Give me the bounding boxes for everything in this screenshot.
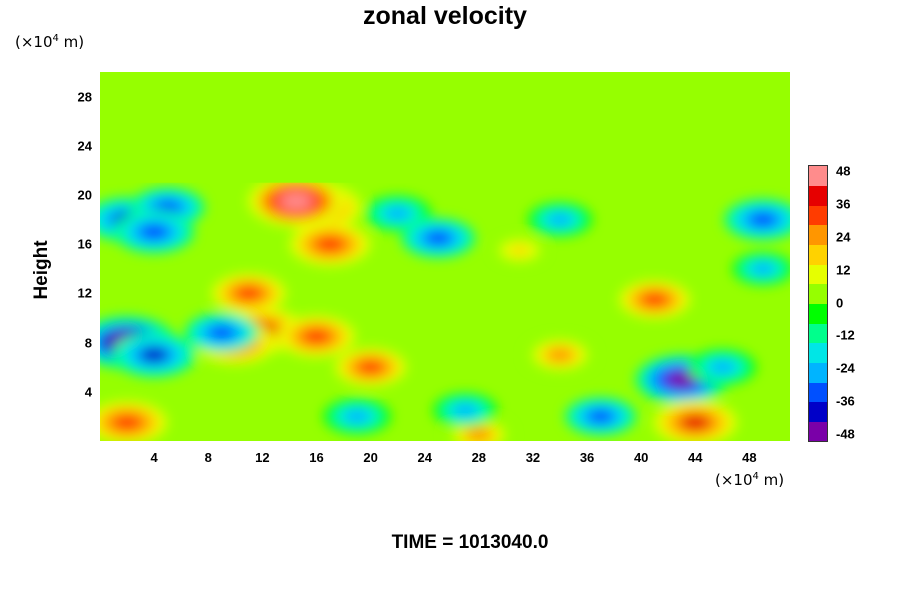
- heatmap-cell-15-3: [642, 293, 667, 307]
- heatmap-cell-24-3: [209, 326, 235, 340]
- y-tick-label: 24: [77, 138, 92, 154]
- y-tick-label: 12: [77, 285, 92, 301]
- colorbar-segment: [809, 185, 827, 206]
- plot-area: [100, 72, 790, 441]
- x-tick-label: 40: [633, 450, 649, 465]
- heatmap-cell-27-3: [588, 409, 613, 423]
- time-label: TIME = 1013040.0: [391, 532, 549, 553]
- y-tick-label: 4: [84, 384, 92, 400]
- colorbar-segment: [809, 283, 827, 304]
- colorbar-tick-label: 24: [836, 229, 851, 245]
- x-tick-label: 20: [363, 450, 378, 465]
- x-tick-label: 16: [309, 450, 324, 465]
- colorbar-segment: [809, 362, 827, 383]
- colorbar-tick-label: -24: [836, 360, 855, 376]
- heatmap-upper-layer: [100, 72, 790, 183]
- heatmap-cell-17-3: [425, 231, 451, 245]
- colorbar-tick-label: -12: [836, 327, 855, 343]
- heatmap-cell-7-3: [139, 347, 169, 363]
- x-tick-label: 4: [150, 450, 158, 465]
- colorbar-tick-label: -48: [836, 426, 855, 442]
- x-tick-label: 28: [471, 450, 487, 465]
- colorbar-segment: [809, 244, 827, 265]
- x-tick-label: 12: [255, 450, 270, 465]
- y-tick-label: 8: [84, 335, 92, 351]
- heatmap-cell-16-3: [386, 207, 410, 220]
- heatmap-cell-8-3: [358, 360, 383, 374]
- colorbar-segment: [809, 401, 827, 422]
- y-tick-label: 28: [77, 89, 92, 105]
- heatmap-cell-13-3: [467, 428, 490, 441]
- heatmap-cell-11-3: [681, 414, 710, 431]
- heatmap-cell-26-3: [345, 410, 369, 423]
- x-tick-label: 24: [417, 450, 432, 465]
- heatmap-cell-23-3: [303, 329, 330, 344]
- colorbar-segment: [809, 421, 827, 442]
- colorbar-tick-label: 48: [836, 163, 851, 179]
- heatmap-cell-14-3: [236, 286, 262, 301]
- colorbar-segment: [809, 382, 827, 403]
- colorbar-tick-label: 36: [836, 196, 851, 212]
- x-tick-label: 48: [742, 450, 757, 465]
- heatmap-cell-10-3: [666, 371, 698, 388]
- colorbar-segment: [809, 264, 827, 285]
- heatmap-cell-18-3: [548, 213, 572, 226]
- heatmap-cell-5-3: [140, 224, 168, 240]
- colorbar-segment: [809, 166, 827, 187]
- colorbar-segment: [809, 224, 827, 246]
- x-tick-label: 32: [525, 450, 541, 465]
- x-tick-label: 36: [579, 450, 595, 465]
- chart-title: zonal velocity: [363, 2, 527, 30]
- x-tick-label: 44: [688, 450, 703, 465]
- heatmap-cell-1-3: [279, 192, 313, 210]
- colorbar-segment: [809, 342, 827, 363]
- y-tick-label: 20: [77, 187, 92, 203]
- y-axis-label: Height: [31, 240, 52, 300]
- colorbar-tick-label: 0: [836, 295, 844, 310]
- heatmap-cell-9-3: [548, 348, 572, 362]
- colorbar-segment: [809, 303, 827, 324]
- heatmap-cell-29-3: [710, 361, 734, 374]
- colorbar-tick-label: 12: [836, 262, 851, 278]
- y-tick-label: 16: [77, 236, 92, 252]
- x-unit-label: (×104 m): [715, 471, 785, 489]
- heatmap-cell-28-3: [752, 263, 774, 275]
- y-unit-label: (×104 m): [15, 33, 85, 51]
- colorbar: [808, 165, 828, 442]
- x-tick-label: 8: [204, 450, 212, 465]
- heatmap-cell-4-3: [155, 200, 181, 215]
- heatmap-cell-25-3: [454, 404, 477, 417]
- heatmap-field: [100, 72, 790, 441]
- colorbar-tick-label: -36: [836, 393, 855, 409]
- colorbar-segment: [809, 205, 827, 226]
- heatmap-cell-2-3: [316, 236, 344, 252]
- heatmap-cell-20-3: [510, 245, 528, 255]
- heatmap-cell-19-3: [749, 212, 777, 227]
- colorbar-segment: [809, 323, 827, 344]
- heatmap-cell-12-3: [113, 415, 141, 430]
